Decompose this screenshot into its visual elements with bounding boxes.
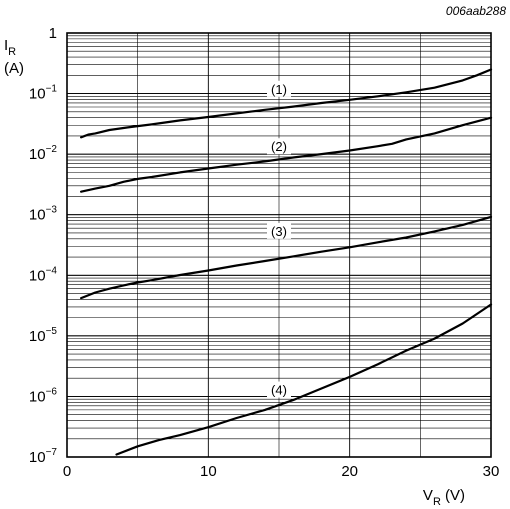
plot-frame [66, 32, 492, 458]
y-tick-label: 10−5 [29, 326, 58, 345]
y-axis-label: IR [4, 37, 16, 58]
y-axis-unit: (A) [4, 60, 24, 77]
y-tick-label: 10−7 [29, 447, 58, 466]
x-tick-label: 30 [483, 463, 500, 480]
curve-label-3: (3) [271, 224, 287, 239]
x-tick-labels: 0 10 20 30 [63, 463, 500, 480]
y-tick-label: 1 [49, 25, 57, 42]
x-axis-unit: (V) [441, 487, 465, 504]
y-tick-label: 10−1 [29, 84, 58, 103]
y-tick-label: 10−6 [29, 386, 58, 405]
curve-label-backdrop [267, 222, 291, 239]
figure-reference: 006aab288 [446, 4, 506, 18]
y-tick-label: 10−4 [29, 265, 58, 284]
curve-2 [80, 116, 493, 193]
x-axis-symbol: V [423, 487, 433, 504]
x-tick-label: 10 [200, 463, 217, 480]
curve-label-4: (4) [271, 383, 287, 398]
curve-label-1: (1) [271, 82, 287, 97]
curve-1 [80, 68, 493, 139]
grid [66, 32, 492, 458]
curve-label-backdrop [267, 381, 291, 398]
y-tick-label: 10−2 [29, 144, 58, 163]
curve-label-2: (2) [271, 139, 287, 154]
curve-label-backdrop [267, 138, 291, 155]
y-axis-subscript: R [8, 46, 16, 58]
x-tick-label: 0 [63, 463, 71, 480]
curve-3 [80, 215, 493, 300]
curve-label-backdrop [267, 80, 291, 97]
x-axis-label: VR (V) [423, 487, 465, 508]
y-tick-label: 10−3 [29, 205, 58, 224]
x-tick-label: 20 [341, 463, 358, 480]
curves: (1) (2) (3) (4) [80, 68, 493, 456]
curve-4 [115, 303, 493, 456]
x-axis-subscript: R [433, 496, 441, 508]
y-tick-labels: 10−7 10−6 10−5 10−4 10−3 10−2 10−1 1 [29, 25, 58, 466]
y-axis-symbol: I [4, 37, 8, 54]
